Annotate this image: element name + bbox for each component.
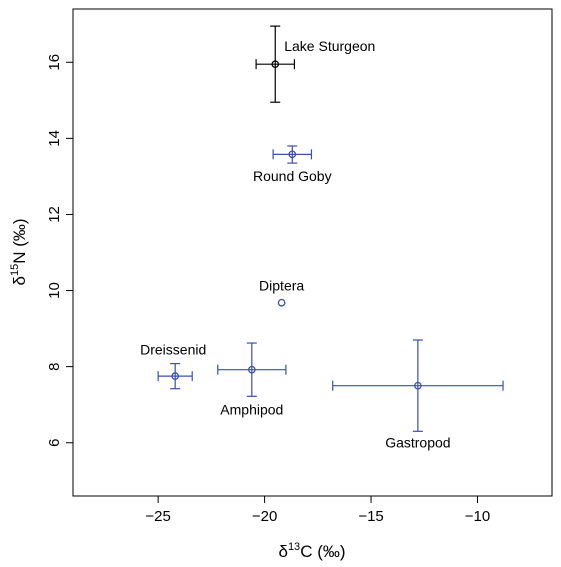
x-axis-title-prefix: δ bbox=[278, 542, 287, 561]
point-marker bbox=[414, 381, 422, 390]
point-marker bbox=[271, 60, 280, 69]
y-tick-label: 6 bbox=[46, 439, 63, 447]
point-marker bbox=[288, 150, 297, 159]
data-point: Lake Sturgeon bbox=[255, 25, 375, 103]
data-point: Dreissenid bbox=[140, 342, 206, 390]
point-marker bbox=[247, 365, 256, 374]
x-axis-title: δ13C (‰) bbox=[278, 541, 345, 561]
data-point: Amphipod bbox=[217, 342, 287, 417]
y-tick-label: 12 bbox=[46, 206, 63, 223]
x-axis: −25 −20 −15 −10 bbox=[145, 496, 490, 525]
point-label: Lake Sturgeon bbox=[284, 38, 375, 54]
data-point: Diptera bbox=[259, 278, 304, 307]
point-marker bbox=[277, 298, 286, 307]
point-label: Amphipod bbox=[220, 401, 283, 417]
point-label: Dreissenid bbox=[140, 342, 206, 358]
y-tick-label: 8 bbox=[46, 362, 63, 370]
x-tick-label: −20 bbox=[252, 508, 277, 525]
y-axis-title: δ15N (‰) bbox=[9, 218, 29, 285]
y-axis: 6 8 10 12 14 16 bbox=[46, 54, 73, 447]
y-axis-title-superscript: 15 bbox=[9, 264, 21, 276]
point-label: Diptera bbox=[259, 278, 304, 294]
data-point: Round Goby bbox=[253, 145, 332, 184]
x-axis-title-superscript: 13 bbox=[288, 541, 300, 553]
data-points: Lake Sturgeon Round Goby Diptera Dreissenid… bbox=[140, 25, 504, 450]
data-point: Gastropod bbox=[332, 339, 504, 450]
y-tick-label: 16 bbox=[46, 54, 63, 71]
y-axis-title-rest: N (‰) bbox=[10, 218, 29, 263]
x-tick-label: −10 bbox=[465, 508, 490, 525]
y-axis-title-prefix: δ bbox=[10, 276, 29, 285]
point-label: Round Goby bbox=[253, 168, 332, 184]
y-tick-label: 10 bbox=[46, 282, 63, 299]
x-axis-title-rest: C (‰) bbox=[300, 542, 345, 561]
y-tick-label: 14 bbox=[46, 130, 63, 147]
point-label: Gastropod bbox=[385, 434, 450, 450]
point-marker bbox=[171, 372, 180, 381]
x-tick-label: −25 bbox=[145, 508, 170, 525]
x-tick-label: −15 bbox=[358, 508, 383, 525]
plot-frame bbox=[72, 8, 553, 497]
